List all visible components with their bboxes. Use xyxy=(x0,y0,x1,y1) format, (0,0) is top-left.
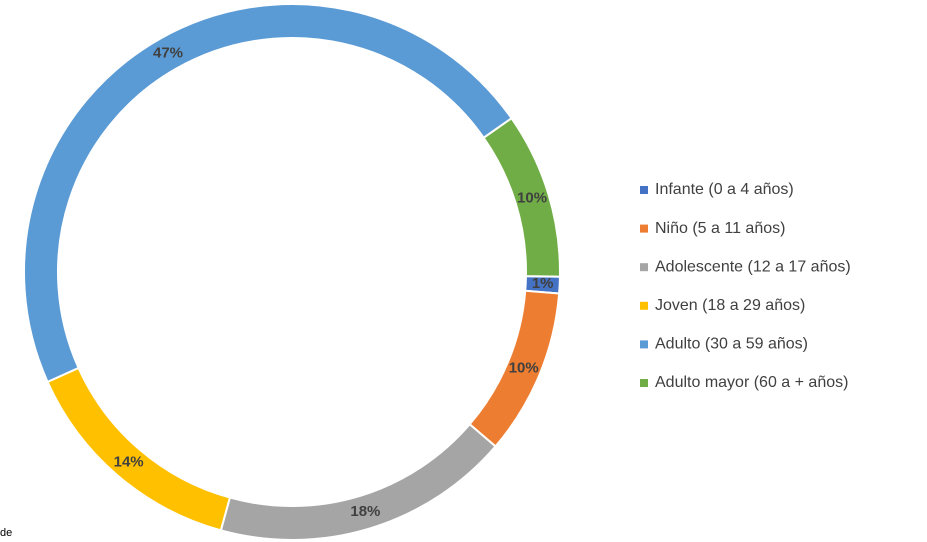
legend-label: Adolescente (12 a 17 años) xyxy=(655,258,851,275)
legend-label: Infante (0 a 4 años) xyxy=(655,181,794,198)
legend-label: Niño (5 a 11 años) xyxy=(655,220,785,237)
segment xyxy=(219,422,497,541)
data-label: 18% xyxy=(350,503,380,520)
legend-swatch xyxy=(640,186,648,194)
legend-label: Joven (18 a 29 años) xyxy=(655,297,805,314)
segment xyxy=(46,366,232,532)
segment xyxy=(482,116,561,278)
legend-swatch xyxy=(640,224,648,233)
data-label: 1% xyxy=(532,275,554,292)
legend-swatch xyxy=(640,301,648,310)
data-label: 47% xyxy=(153,45,183,62)
annotation: de xyxy=(0,527,12,539)
legend-swatch xyxy=(640,340,648,349)
data-label: 10% xyxy=(517,190,547,207)
legend-label: Adulto (30 a 59 años) xyxy=(655,336,808,353)
data-label: 10% xyxy=(509,359,539,376)
segment xyxy=(23,3,513,384)
legend-swatch xyxy=(640,379,648,387)
legend-swatch xyxy=(640,263,648,272)
data-label: 14% xyxy=(114,454,144,471)
legend-label: Adulto mayor (60 a + años) xyxy=(655,374,848,391)
